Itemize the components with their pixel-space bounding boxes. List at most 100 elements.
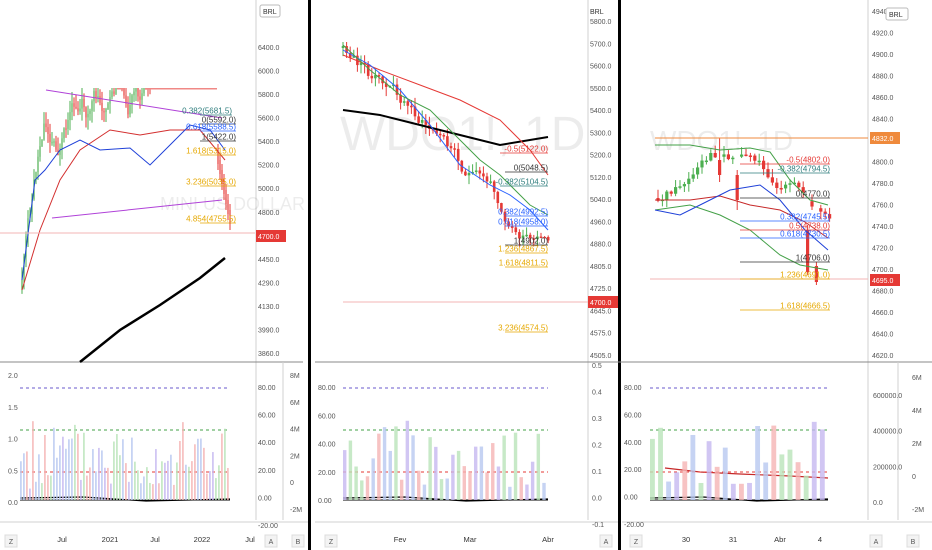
- weekly-volume-bar: [104, 467, 106, 500]
- weekly-volume-bar: [200, 438, 202, 500]
- price-axis-label: 4800.0: [872, 160, 894, 167]
- time-axis-label: Jul: [150, 535, 160, 544]
- intraday-candle: [687, 178, 691, 185]
- intraday-volume-bar: [739, 483, 744, 500]
- weekly-volume-bar: [92, 449, 94, 500]
- watermark-right: WDO1!, 1D: [650, 125, 793, 156]
- weekly-candle: [197, 88, 199, 90]
- daily-candle: [406, 101, 410, 106]
- daily-volume-bar: [456, 450, 461, 500]
- price-axis-label: 4505.0: [590, 353, 612, 360]
- daily-candle: [410, 105, 413, 108]
- daily-candle: [518, 232, 521, 239]
- intraday-volume-bar: [779, 454, 785, 500]
- intraday-candle: [784, 184, 788, 189]
- daily-candle: [374, 75, 377, 79]
- weekly-volume-bar: [98, 447, 100, 500]
- daily-candle: [532, 238, 536, 240]
- corner-b-button-text: B: [911, 539, 916, 546]
- price-axis-label: 4960.0: [590, 219, 612, 226]
- weekly-candle: [35, 172, 37, 180]
- intraday-volume-bar: [763, 462, 769, 500]
- corner-a-button[interactable]: [599, 534, 613, 548]
- weekly-candle: [73, 103, 75, 107]
- price-axis-label: 5800.0: [590, 19, 612, 26]
- price-axis-label: 4290.0: [258, 280, 280, 287]
- weekly-candle: [71, 103, 73, 113]
- weekly-volume-bar: [68, 439, 70, 500]
- daily-volume-bar: [502, 435, 506, 500]
- currency-badge[interactable]: [259, 4, 281, 18]
- weekly-candle: [171, 88, 173, 90]
- weekly-volume-bar: [134, 461, 136, 500]
- price-axis-label: 4575.0: [590, 331, 612, 338]
- corner-z-button[interactable]: [629, 534, 643, 548]
- daily-volume-bar: [377, 433, 381, 500]
- corner-b-button[interactable]: [906, 534, 920, 548]
- weekly-volume-bar: [59, 445, 61, 500]
- corner-b-button[interactable]: [291, 534, 305, 548]
- intraday-candle: [801, 187, 805, 193]
- price-axis-label: 4760.0: [872, 203, 894, 210]
- weekly-volume-bar: [140, 483, 142, 500]
- intraday-ma-red: [655, 195, 829, 239]
- intraday-volume-bar: [795, 462, 801, 500]
- time-axis-label: 2021: [102, 535, 119, 544]
- weekly-candle: [159, 88, 161, 90]
- weekly-volume-bar: [38, 454, 40, 500]
- corner-z-button[interactable]: [324, 534, 338, 548]
- daily-volume-bar: [542, 482, 546, 500]
- weekly-volume-bar: [221, 433, 223, 500]
- price-axis-label: 4740.0: [872, 224, 894, 231]
- price-axis-label: 5600.0: [590, 64, 612, 71]
- weekly-candle: [95, 91, 97, 98]
- weekly-volume-bar: [215, 478, 217, 500]
- indicator-axis-label: 0.2: [592, 443, 602, 450]
- fib-label: 1(4902.0): [514, 237, 549, 246]
- weekly-candle: [223, 180, 225, 194]
- weekly-candle: [39, 146, 41, 157]
- daily-volume-bar: [462, 466, 466, 500]
- intraday-candle: [718, 160, 722, 175]
- intraday-volume-bar: [722, 447, 728, 500]
- daily-candle: [503, 211, 507, 222]
- fib-label: 4.854(4755.5): [186, 215, 236, 224]
- weekly-candle: [149, 88, 151, 90]
- daily-candle: [420, 120, 424, 123]
- weekly-volume-bar: [197, 438, 199, 500]
- daily-candle: [399, 94, 402, 103]
- price-axis-label: 5000.0: [258, 186, 280, 193]
- price-axis-label: 4450.0: [258, 257, 280, 264]
- currency-badge[interactable]: [885, 7, 909, 21]
- weekly-candle: [181, 88, 183, 90]
- weekly-candle: [63, 128, 65, 139]
- weekly-volume-bar: [218, 465, 220, 500]
- weekly-candle: [191, 88, 193, 90]
- intraday-candle: [762, 160, 766, 170]
- weekly-volume-bar: [77, 433, 79, 500]
- weekly-volume-bar: [20, 461, 22, 500]
- corner-z-button[interactable]: [4, 534, 18, 548]
- intraday-candle: [682, 184, 686, 187]
- indicator-axis-label: 80.00: [624, 385, 642, 392]
- weekly-volume-bar: [149, 482, 151, 500]
- indicator-axis-label: 40.00: [258, 440, 276, 447]
- corner-z-button-text: Z: [9, 539, 14, 546]
- price-axis-label: 3860.0: [258, 351, 280, 358]
- weekly-candle: [205, 88, 207, 90]
- daily-candle: [370, 75, 374, 79]
- daily-volume-bar: [473, 446, 478, 500]
- fib-label: 3.236(4574.5): [498, 324, 548, 333]
- weekly-volume-bar: [119, 455, 121, 500]
- price-axis-label: 6400.0: [258, 45, 280, 52]
- corner-a-button[interactable]: [264, 534, 278, 548]
- weekly-candle: [45, 123, 47, 128]
- indicator-axis-label: 60.00: [318, 413, 336, 420]
- intraday-candle: [788, 183, 792, 185]
- fib-label: 0.618(4730.5): [780, 230, 830, 239]
- indicator-axis-label: 0.3: [592, 416, 602, 423]
- corner-a-button[interactable]: [869, 534, 883, 548]
- indicator-axis-label: 0.0: [8, 500, 18, 507]
- intraday-candle: [696, 167, 700, 175]
- daily-volume-bar: [394, 426, 398, 500]
